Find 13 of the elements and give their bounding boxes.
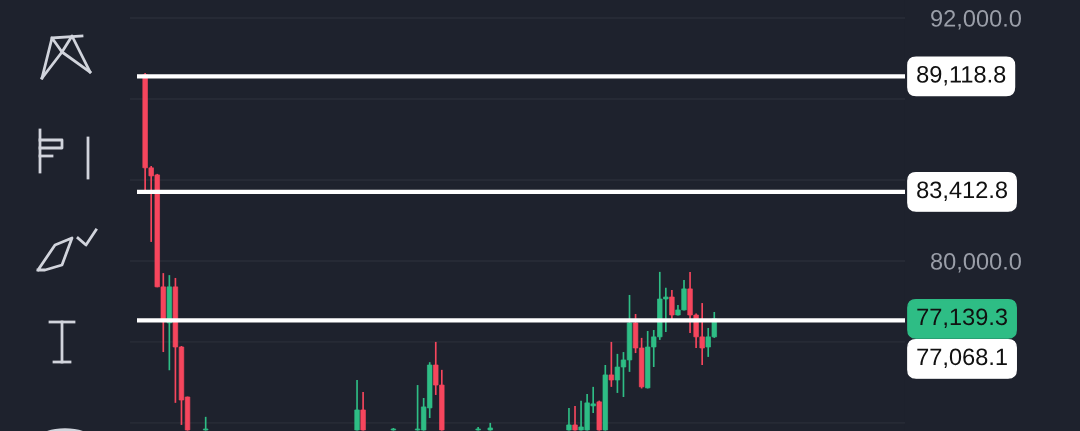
ref-line-label: 77,068.1 [917,348,1007,368]
candlestick [608,341,614,388]
ref-line-label: 83,412.8 [917,181,1007,201]
candlestick [354,379,360,431]
candlestick [669,289,675,321]
candlestick [203,415,209,431]
candlestick [360,391,366,431]
candlestick [566,407,572,431]
candlestick [572,405,578,431]
y-tick-label: 92,000.0 [931,10,1021,30]
text: 77,139.3 [917,308,1007,328]
y-tick-label: 80,000.0 [931,253,1021,273]
ref-line-label: 89,118.8 [917,65,1006,86]
